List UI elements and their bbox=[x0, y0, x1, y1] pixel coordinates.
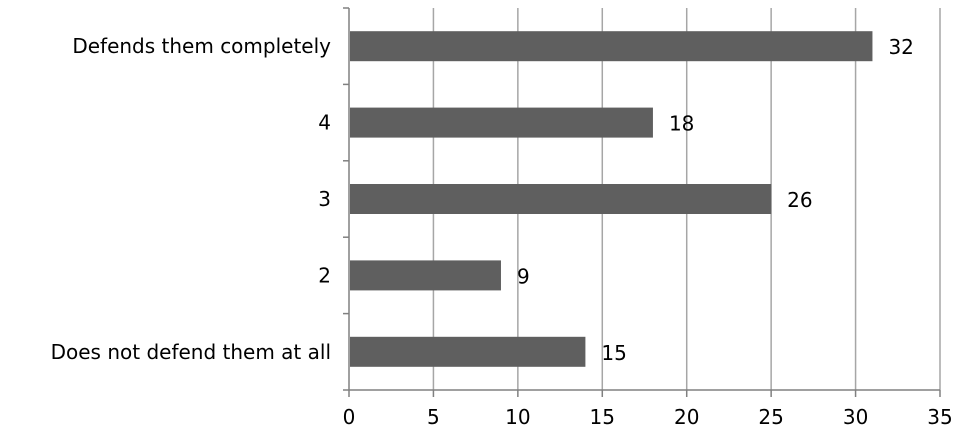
x-tick-label: 15 bbox=[590, 405, 615, 429]
data-label: 15 bbox=[601, 341, 626, 365]
x-tick-labels: 0 5 10 15 20 25 30 35 bbox=[343, 405, 953, 429]
bar bbox=[350, 184, 772, 214]
bars bbox=[350, 31, 873, 367]
category-label: 2 bbox=[318, 263, 331, 287]
x-tick-label: 35 bbox=[927, 405, 952, 429]
x-tick-label: 10 bbox=[505, 405, 530, 429]
category-label: Does not defend them at all bbox=[51, 340, 331, 364]
category-label: 4 bbox=[318, 111, 331, 135]
x-tick-label: 25 bbox=[758, 405, 783, 429]
data-labels: 32 18 26 9 15 bbox=[517, 35, 914, 365]
category-label: Defends them completely bbox=[72, 34, 331, 58]
bar bbox=[350, 107, 653, 138]
axes bbox=[343, 7, 941, 397]
data-label: 18 bbox=[669, 112, 694, 136]
x-tick-label: 20 bbox=[674, 405, 699, 429]
category-label: 3 bbox=[318, 187, 331, 211]
bar bbox=[350, 260, 501, 291]
data-label: 26 bbox=[787, 188, 812, 212]
x-tick-label: 0 bbox=[343, 405, 356, 429]
category-labels: Defends them completely 4 3 2 Does not defen… bbox=[51, 34, 332, 364]
x-tick-label: 5 bbox=[427, 405, 440, 429]
data-label: 9 bbox=[517, 264, 530, 288]
bar bbox=[350, 336, 586, 367]
bar bbox=[350, 31, 873, 62]
data-label: 32 bbox=[888, 35, 913, 59]
x-tick-label: 30 bbox=[843, 405, 868, 429]
